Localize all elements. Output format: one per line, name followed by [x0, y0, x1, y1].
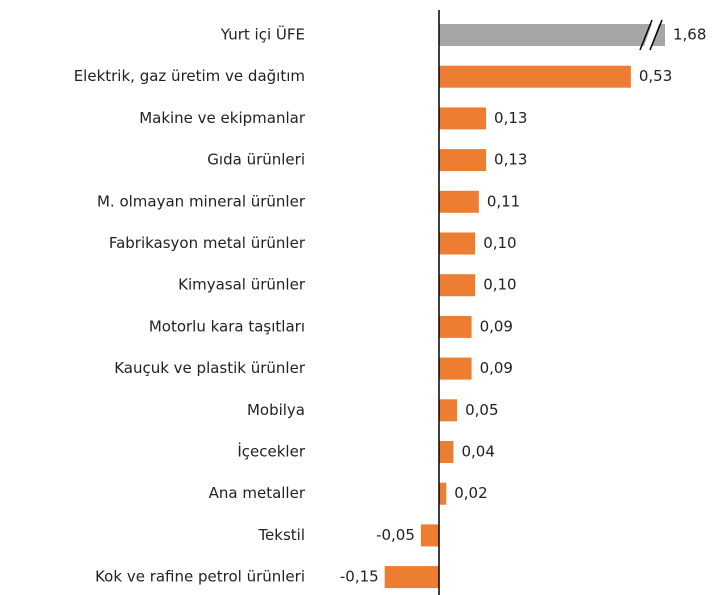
value-label: 1,68 [673, 26, 706, 44]
value-label: 0,10 [483, 276, 516, 294]
axis-break-mark [639, 19, 653, 51]
category-label: M. olmayan mineral ürünler [97, 192, 306, 210]
category-label: İçecekler [237, 442, 305, 461]
value-label: 0,05 [465, 401, 498, 419]
category-label: Motorlu kara taşıtları [149, 317, 305, 335]
category-label: Yurt içi ÜFE [220, 25, 305, 44]
value-label: 0,09 [480, 359, 513, 377]
value-label: 0,53 [639, 67, 672, 85]
value-label: 0,13 [494, 109, 527, 127]
value-label: 0,09 [480, 317, 513, 335]
category-label: Ana metaller [209, 484, 306, 502]
bar [439, 149, 487, 172]
bar [439, 274, 476, 297]
value-label: 0,11 [487, 192, 520, 210]
bar [439, 65, 631, 88]
bar [384, 566, 439, 589]
value-label: 0,10 [483, 234, 516, 252]
bar [439, 107, 487, 130]
bar [439, 357, 472, 380]
value-label: 0,04 [461, 443, 494, 461]
value-label: 0,13 [494, 151, 527, 169]
bar [439, 441, 454, 463]
value-label: 0,02 [454, 484, 487, 502]
bar [439, 399, 458, 422]
value-label: -0,05 [376, 526, 415, 544]
bar [439, 482, 447, 505]
bar [439, 190, 479, 213]
category-label: Gıda ürünleri [207, 151, 305, 169]
category-label: Kimyasal ürünler [178, 276, 306, 294]
category-label: Fabrikasyon metal ürünler [109, 234, 306, 252]
bar [420, 524, 439, 547]
category-label: Kauçuk ve plastik ürünler [114, 359, 306, 377]
value-label: -0,15 [340, 568, 379, 586]
bar [439, 24, 665, 46]
bar [439, 232, 476, 255]
axis-break-gap [643, 21, 660, 49]
category-label: Kok ve rafine petrol ürünleri [95, 568, 305, 586]
axis-break-mark [649, 19, 663, 51]
category-label: Makine ve ekipmanlar [139, 109, 306, 127]
category-label: Tekstil [257, 526, 305, 544]
category-label: Mobilya [247, 401, 305, 419]
bar [439, 315, 472, 338]
category-label: Elektrik, gaz üretim ve dağıtım [74, 67, 305, 85]
